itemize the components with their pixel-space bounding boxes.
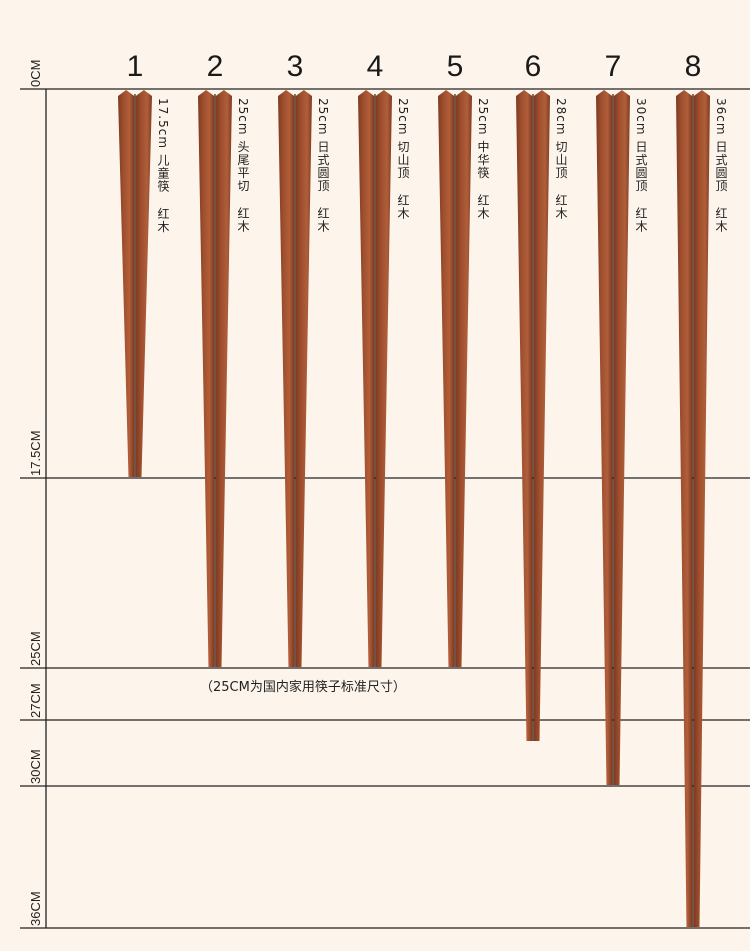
chopstick-style: 日式圆顶 (714, 140, 728, 193)
chopstick-number: 2 (206, 50, 224, 83)
chopstick-pair-1 (118, 90, 152, 477)
chopstick-description: 17.5cm 儿童筷 红木 (156, 98, 170, 233)
chopstick-material: 红木 (634, 206, 648, 233)
chopstick-style: 切山顶 (554, 140, 568, 180)
chopstick-description: 25cm 头尾平切 红木 (236, 98, 250, 233)
chopstick-description: 25cm 中华筷 红木 (476, 98, 490, 220)
standard-size-note: （25CM为国内家用筷子标准尺寸） (200, 680, 406, 695)
chopstick-pair-3 (278, 90, 312, 667)
tick-label: 36CM (28, 891, 43, 926)
chopstick-number: 8 (684, 50, 702, 83)
chopstick (693, 90, 710, 927)
chopstick-material: 红木 (396, 193, 410, 220)
chopstick (295, 90, 312, 667)
chopstick-pair-6 (516, 90, 550, 741)
chopstick (676, 90, 693, 927)
chopstick-pair-4 (358, 90, 392, 667)
chopstick-size: 25cm (236, 98, 250, 136)
chopstick (375, 90, 392, 667)
tick-label: 25CM (28, 631, 43, 666)
chopstick-style: 儿童筷 (156, 153, 170, 193)
chopstick-size: 30cm (634, 98, 648, 136)
chopstick-style: 中华筷 (476, 140, 490, 180)
chopstick-number: 7 (604, 50, 622, 83)
chopstick-pair-8 (676, 90, 710, 927)
chopstick (438, 90, 455, 667)
chopstick-size: 25cm (316, 98, 330, 136)
chopstick-pair-2 (198, 90, 232, 667)
chopstick-size: 36cm (714, 98, 728, 136)
chopstick-material: 红木 (476, 193, 490, 220)
chopstick-number: 5 (446, 50, 464, 83)
chopstick (135, 90, 152, 477)
chopstick-style: 头尾平切 (236, 140, 250, 193)
tick-label: 30CM (28, 749, 43, 784)
chopstick-style: 日式圆顶 (634, 140, 648, 193)
chopstick-material: 红木 (236, 206, 250, 233)
chopstick-description: 25cm 切山顶 红木 (396, 98, 410, 220)
chopstick (533, 90, 550, 741)
chopstick-size: 25cm (396, 98, 410, 136)
chopstick (455, 90, 472, 667)
chopstick-pair-5 (438, 90, 472, 667)
chopstick-description: 36cm 日式圆顶 红木 (714, 98, 728, 233)
chopstick-size: 17.5cm (156, 98, 170, 150)
chopstick-description: 28cm 切山顶 红木 (554, 98, 568, 220)
chopstick-style: 日式圆顶 (316, 140, 330, 193)
chopstick (278, 90, 295, 667)
tick-label: 17.5CM (28, 430, 43, 476)
chopstick-material: 红木 (156, 207, 170, 234)
tick-label: 0CM (28, 59, 43, 87)
chopstick-material: 红木 (316, 206, 330, 233)
chopstick-size: 28cm (554, 98, 568, 136)
chopstick (596, 90, 613, 785)
chopstick (358, 90, 375, 667)
chopstick-style: 切山顶 (396, 140, 410, 180)
chopstick (118, 90, 135, 477)
chopstick-number: 3 (286, 50, 304, 83)
tick-label: 27CM (28, 683, 43, 718)
chopstick-pair-7 (596, 90, 630, 785)
chopstick (215, 90, 232, 667)
chopstick-number: 4 (366, 50, 384, 83)
chopstick-number: 1 (126, 50, 144, 83)
chopstick-material: 红木 (714, 206, 728, 233)
chopstick-size: 25cm (476, 98, 490, 136)
chopstick-description: 25cm 日式圆顶 红木 (316, 98, 330, 233)
chopstick (198, 90, 215, 667)
chopstick-description: 30cm 日式圆顶 红木 (634, 98, 648, 233)
chopstick (516, 90, 533, 741)
chopstick-material: 红木 (554, 193, 568, 220)
chopstick-number: 6 (524, 50, 542, 83)
chopstick (613, 90, 630, 785)
